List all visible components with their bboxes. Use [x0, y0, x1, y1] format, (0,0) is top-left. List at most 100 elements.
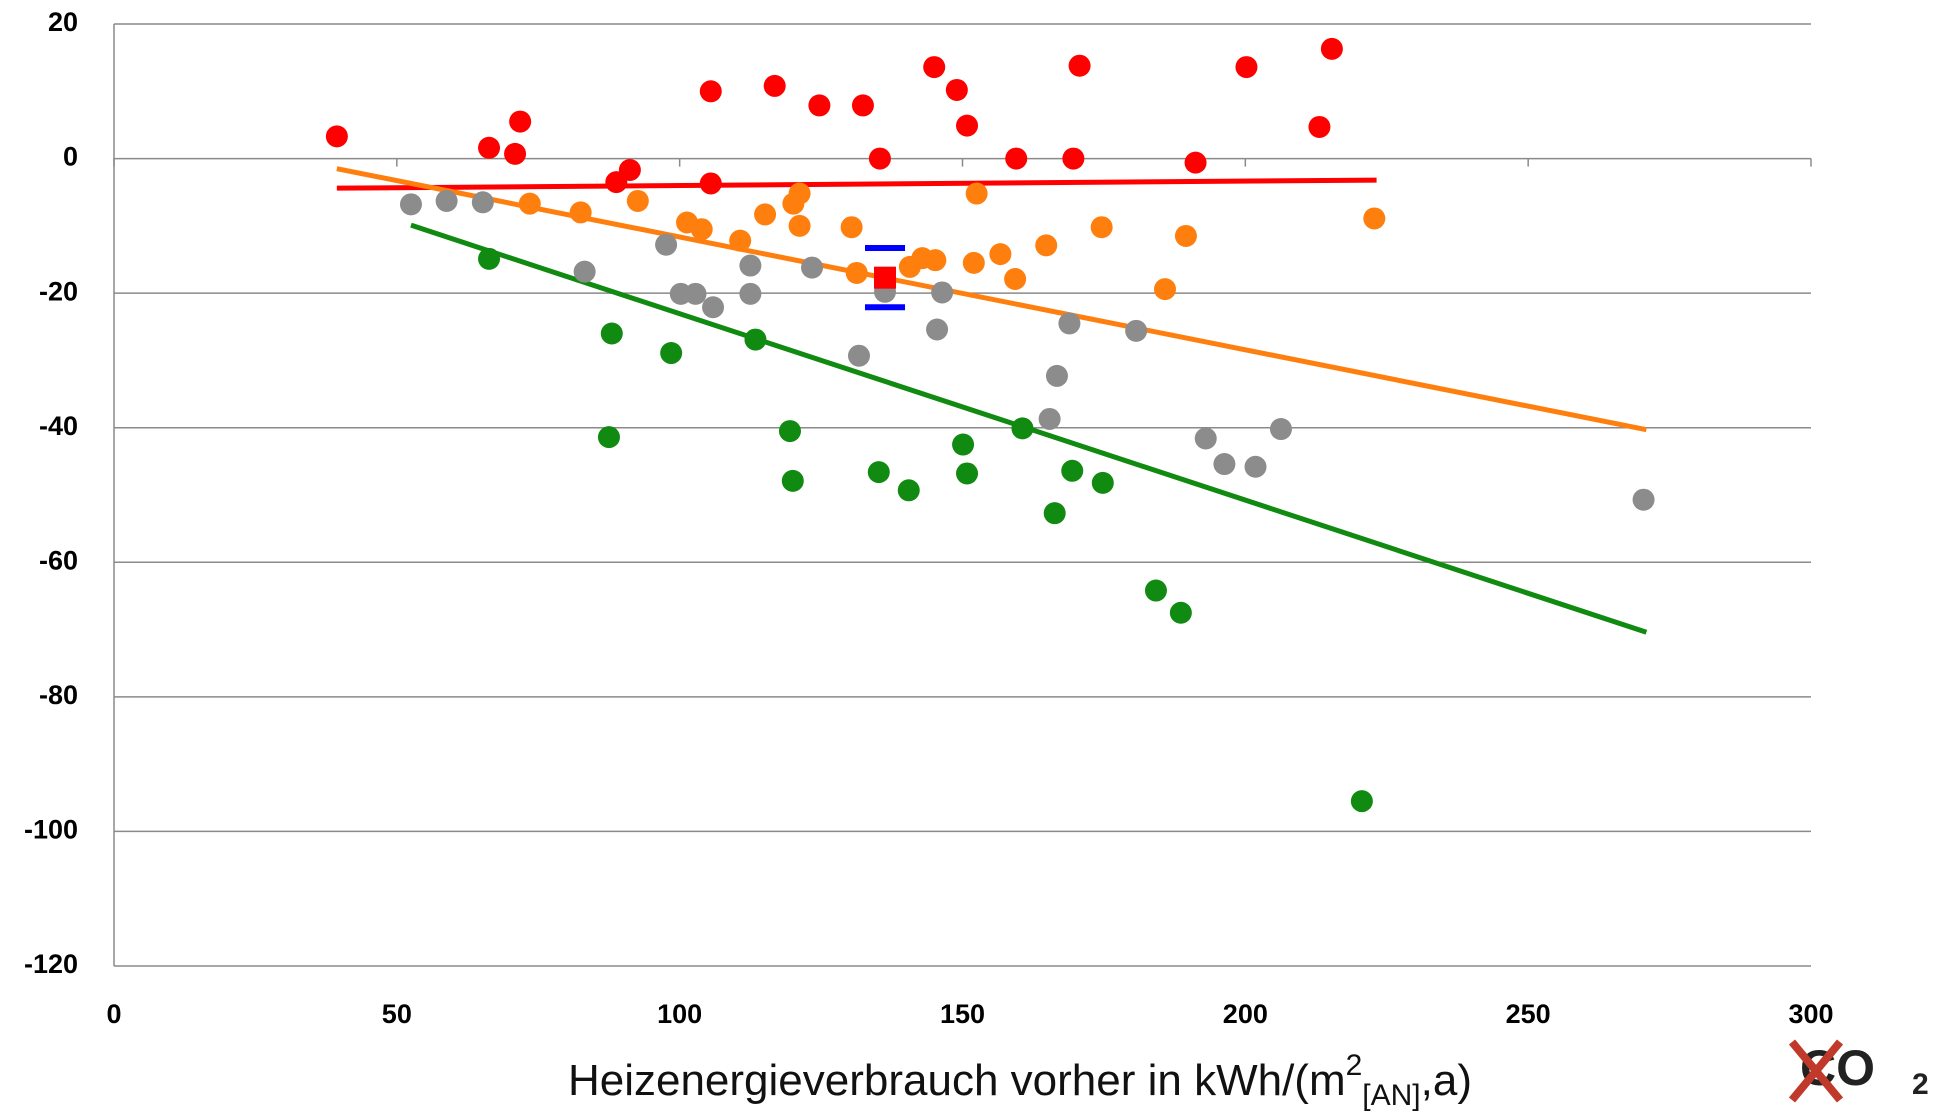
logo-cross [1788, 1039, 1844, 1103]
y-tick-label: -20 [39, 276, 78, 306]
point [1269, 418, 1292, 441]
logo: CO 2 [1788, 1039, 1929, 1103]
logo-sub: 2 [1912, 1068, 1929, 1101]
point [956, 114, 979, 137]
x-tick-label: 0 [106, 999, 121, 1029]
point [1144, 579, 1167, 602]
point [1213, 453, 1236, 476]
point [897, 479, 920, 502]
x-tick-label: 250 [1506, 999, 1551, 1029]
point [1308, 115, 1331, 138]
point [1169, 601, 1192, 624]
x-tick-label: 100 [657, 999, 702, 1029]
point [684, 282, 707, 305]
point [1005, 147, 1028, 170]
point [867, 461, 890, 484]
point [989, 243, 1012, 266]
point [699, 80, 722, 103]
point [1035, 234, 1058, 257]
point [702, 296, 725, 319]
point [1235, 56, 1258, 79]
point [778, 420, 801, 443]
point [926, 318, 949, 341]
point [471, 191, 494, 214]
y-tick-label: -80 [39, 680, 78, 710]
point [1632, 488, 1655, 511]
point [845, 261, 868, 284]
point [518, 192, 541, 215]
point [868, 147, 891, 170]
point [509, 110, 532, 133]
point [600, 322, 623, 345]
point [435, 189, 458, 212]
point [952, 433, 975, 456]
x-tick-label: 200 [1223, 999, 1268, 1029]
point [1350, 790, 1373, 813]
point [478, 136, 501, 159]
point [690, 218, 713, 241]
point [763, 74, 786, 97]
y-tick-label: -120 [24, 949, 78, 979]
point [1038, 407, 1061, 430]
point [851, 94, 874, 117]
mean-marker [874, 266, 897, 289]
point [699, 172, 722, 195]
point [945, 78, 968, 101]
point [739, 282, 762, 305]
y-tick-label: -60 [39, 545, 78, 575]
point [1011, 417, 1034, 440]
y-tick-label: 20 [48, 7, 78, 37]
x-label-text: Heizenergieverbrauch vorher in kWh/(m [568, 1056, 1346, 1105]
point [660, 342, 683, 365]
point [1320, 37, 1343, 60]
point [1244, 455, 1267, 478]
point [781, 469, 804, 492]
y-tick-label: -40 [39, 411, 78, 441]
point [965, 182, 988, 205]
point [1091, 471, 1114, 494]
point [847, 344, 870, 367]
point [325, 125, 348, 148]
point [1061, 459, 1084, 482]
point [931, 281, 954, 304]
x-axis-label: Heizenergieverbrauch vorher in kWh/(m2[A… [568, 1049, 1472, 1112]
point [962, 251, 985, 274]
point [729, 229, 752, 252]
point [801, 256, 824, 279]
point [788, 182, 811, 205]
point [1174, 224, 1197, 247]
point [1058, 312, 1081, 335]
trend-line [336, 177, 1377, 191]
point [626, 189, 649, 212]
point [923, 56, 946, 79]
y-tick-label: 0 [63, 142, 78, 172]
point [478, 247, 501, 270]
point [739, 254, 762, 277]
point [1363, 207, 1386, 230]
point [956, 462, 979, 485]
point [788, 214, 811, 237]
point [1062, 147, 1085, 170]
point [1045, 364, 1068, 387]
y-tick-label: -100 [24, 815, 78, 845]
point [1043, 502, 1066, 525]
point [754, 203, 777, 226]
point [399, 193, 422, 216]
x-tick-label: 150 [940, 999, 985, 1029]
x-tick-label: 300 [1788, 999, 1833, 1029]
point [808, 94, 831, 117]
point [504, 142, 527, 165]
point [1154, 278, 1177, 301]
point [744, 328, 767, 351]
trend-line [336, 166, 1647, 433]
x-label-text: ,a) [1421, 1056, 1472, 1105]
point [569, 201, 592, 224]
point [573, 260, 596, 283]
point [597, 426, 620, 449]
x-label-sup: 2 [1346, 1049, 1363, 1082]
point [1090, 216, 1113, 239]
x-label-sub: [AN] [1362, 1079, 1420, 1112]
point [1068, 54, 1091, 77]
point [655, 233, 678, 256]
